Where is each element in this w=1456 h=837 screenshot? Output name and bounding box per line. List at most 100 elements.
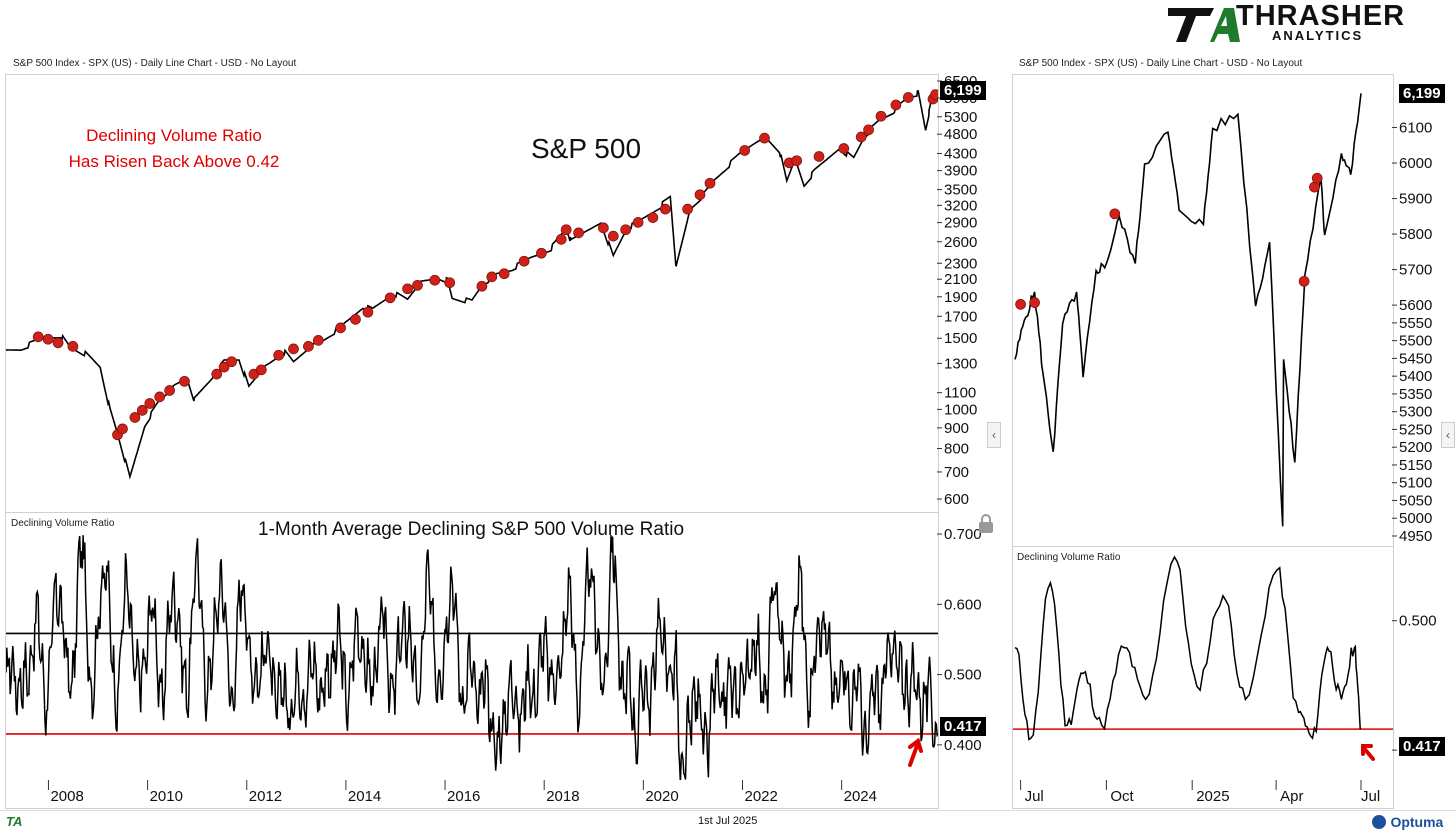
right-ratio-plot [1013,555,1393,761]
x-tick-label: 2018 [546,788,579,805]
y-tick-label: 5300 [1399,404,1432,421]
y-tick-label: 5300 [944,109,977,126]
marker-dot [350,314,361,325]
chart-title: S&P 500 [531,133,642,164]
marker-dot [476,280,488,292]
marker-dot [136,405,148,416]
marker-dot [288,343,299,355]
y-tick-label: 5800 [1399,226,1432,243]
marker-dot [312,335,324,346]
right-ratio-panel[interactable]: Declining Volume Ratio [1012,546,1394,782]
y-tick-label: 5900 [1399,191,1432,208]
y-tick-label: 900 [944,420,969,437]
left-ratio-plot [6,535,938,781]
annotation-line-2: Has Risen Back Above 0.42 [68,152,280,171]
marker-dot [218,361,230,373]
price-tag: 6,199 [940,81,986,100]
marker-dot [890,99,902,111]
left-ratio-panel[interactable]: Declining Volume Ratio 1-Month Average D… [5,512,939,782]
collapse-right-arrow-icon[interactable]: ‹ [1441,422,1455,448]
y-tick-label: 5450 [1399,350,1432,367]
y-tick-label: 5250 [1399,421,1432,438]
optuma-text: Optuma [1390,813,1444,830]
left-price-plot [6,89,938,480]
right-price-tag: 6,199 [1399,84,1445,103]
ratio-tick-label: 0.400 [944,737,982,754]
optuma-icon [1372,814,1386,829]
marker-dot [402,283,413,295]
x-tick-label: 2012 [249,788,282,805]
y-tick-label: 1700 [944,308,977,325]
y-tick-label: 5500 [1399,333,1432,350]
ratio-tick-label: 0.500 [944,667,982,684]
marker-dot [607,230,619,242]
collapse-left-arrow-icon[interactable]: ‹ [987,422,1001,448]
y-tick-label: 5400 [1399,368,1432,385]
lock-icon[interactable] [977,514,995,534]
marker-dot [1109,208,1121,220]
marker-dot [620,224,632,236]
marker-dot [179,375,190,387]
y-tick-label: 3900 [944,163,977,180]
marker-dot [573,227,584,239]
y-tick-label: 2100 [944,271,977,288]
right-price-plot [1014,93,1362,527]
y-tick-label: 5000 [1399,510,1432,527]
x-tick-label: 2022 [744,788,777,805]
annotation-line-1: Declining Volume Ratio [86,126,262,145]
y-tick-label: 1500 [944,330,977,347]
y-tick-label: 6000 [1399,155,1432,172]
right-ratio-label: Declining Volume Ratio [1017,552,1121,563]
x-tick-label: 2024 [844,788,877,805]
marker-dot [647,212,659,223]
y-tick-label: 5550 [1399,315,1432,332]
y-tick-label: 600 [944,491,969,508]
y-tick-label: 5600 [1399,297,1432,314]
marker-dot [659,203,671,215]
price-markers [1015,172,1323,310]
marker-dot [791,155,803,167]
y-tick-label: 5200 [1399,439,1432,456]
y-tick-label: 5150 [1399,457,1432,474]
marker-dot [273,349,285,361]
marker-dot [855,131,867,143]
price-line [1014,93,1362,527]
x-tick-label: Oct [1110,788,1134,805]
ratio-tag: 0.417 [940,717,986,736]
ratio-label: Declining Volume Ratio [11,518,115,529]
marker-dot [518,255,530,267]
y-tick-label: 2900 [944,215,977,232]
ratio-tick-label: 0.500 [1399,613,1437,630]
brand-name: THRASHER [1236,0,1406,32]
y-tick-label: 5350 [1399,386,1432,403]
marker-dot [694,189,706,201]
right-price-panel[interactable] [1012,74,1394,548]
x-tick-label: Apr [1280,788,1303,805]
price-markers [32,89,938,441]
marker-dot [759,132,770,144]
right-x-axis: Jul Oct 2025 Apr Jul [1012,780,1394,809]
y-tick-label: 1900 [944,289,977,306]
marker-dot [444,277,456,289]
annotation-text: Declining Volume Ratio Has Risen Back Ab… [24,123,324,175]
marker-dot [875,110,887,122]
marker-dot [384,292,396,304]
red-arrow-icon [1361,744,1375,761]
marker-dot [863,124,874,136]
y-tick-label: 4300 [944,145,977,162]
left-price-panel[interactable]: Declining Volume Ratio Has Risen Back Ab… [5,74,939,513]
right-ratio-tag: 0.417 [1399,737,1445,756]
ta-logo-icon [1168,8,1240,42]
y-tick-label: 6100 [1399,120,1432,137]
marker-dot [598,222,609,234]
ratio-line [1014,555,1362,741]
marker-dot [52,337,64,349]
right-chart-header: S&P 500 Index - SPX (US) - Daily Line Ch… [1019,58,1303,69]
x-tick-label: 2014 [348,788,381,805]
ratio-line [6,535,938,781]
marker-dot [1029,297,1040,308]
footer-bar: TA 1st Jul 2025 Optuma [0,810,1456,837]
y-tick-label: 5100 [1399,475,1432,492]
marker-dot [682,203,693,215]
marker-dot [117,423,128,435]
